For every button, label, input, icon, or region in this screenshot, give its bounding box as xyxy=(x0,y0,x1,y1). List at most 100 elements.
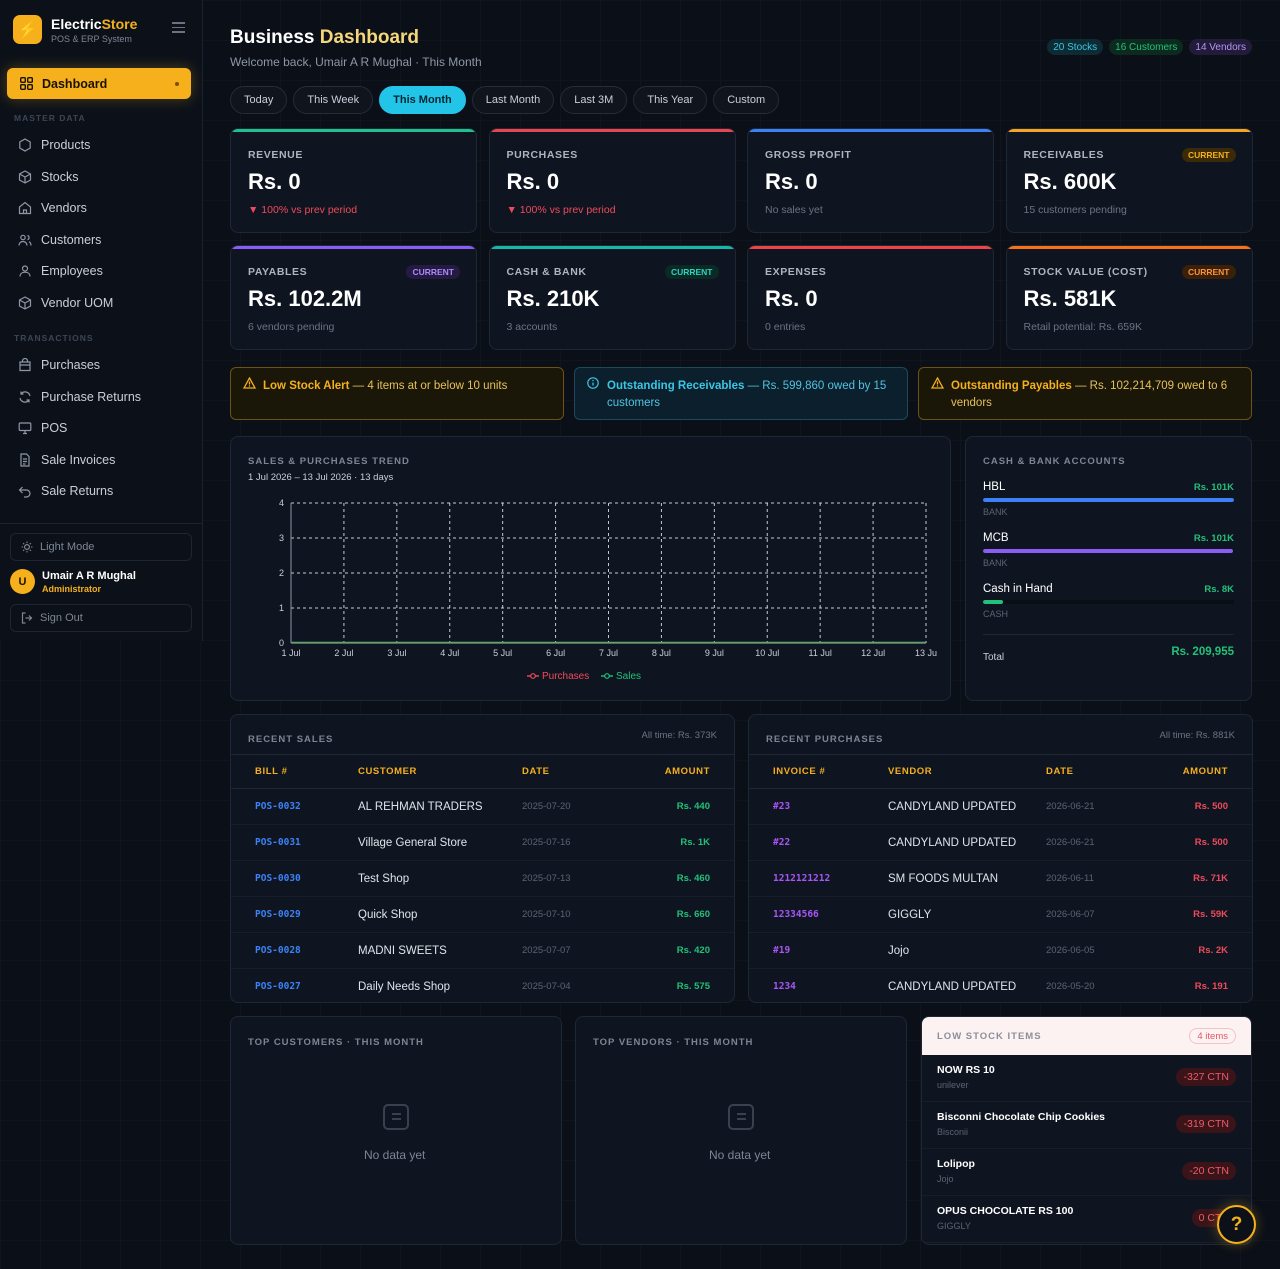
cell-invoice[interactable]: #23 xyxy=(749,788,888,825)
count-badge: 16 Customers xyxy=(1109,39,1184,55)
legend-marker-purchases xyxy=(530,673,536,679)
alert-text: — 4 items at or below 10 units xyxy=(349,380,508,392)
low-stock-header: LOW STOCK ITEMS 4 items xyxy=(922,1017,1251,1055)
receivables-alert[interactable]: Outstanding Receivables — Rs. 599,860 ow… xyxy=(574,367,908,420)
brand-name: ElectricStore xyxy=(51,15,138,32)
table-row[interactable]: POS-0029 Quick Shop 2025-07-10 Rs. 660 xyxy=(231,896,734,933)
top-vendors-title: TOP VENDORS · THIS MONTH xyxy=(593,1037,754,1048)
top-customers-panel: TOP CUSTOMERS · THIS MONTH No data yet xyxy=(230,1016,562,1245)
table-row[interactable]: POS-0031 Village General Store 2025-07-16 R… xyxy=(231,824,734,861)
cell-bill[interactable]: POS-0030 xyxy=(231,860,358,897)
stat-card-receivables[interactable]: RECEIVABLES Rs. 600K 15 customers pending C… xyxy=(1005,128,1253,233)
account-cash-in-hand[interactable]: Cash in Hand Rs. 8K CASH xyxy=(983,583,1234,619)
sidebar-item-products[interactable]: Products xyxy=(18,138,90,152)
table-row[interactable]: 12334566 GIGGLY 2026-06-07 Rs. 59K xyxy=(749,896,1252,933)
tab-this-month[interactable]: This Month xyxy=(379,86,466,114)
y-tick-label: 0 xyxy=(279,638,284,648)
stat-card-stock-value-cost[interactable]: STOCK VALUE (COST) Rs. 581K Retail potenti… xyxy=(1005,245,1253,350)
table-row[interactable]: #23 CANDYLAND UPDATED 2026-06-21 Rs. 500 xyxy=(749,788,1252,825)
tab-last-3m[interactable]: Last 3M xyxy=(560,86,628,114)
tab-custom[interactable]: Custom xyxy=(713,86,780,114)
stat-card-expenses[interactable]: EXPENSES Rs. 0 0 entries xyxy=(747,245,994,350)
table-row[interactable]: POS-0030 Test Shop 2025-07-13 Rs. 460 xyxy=(231,860,734,897)
cell-date: 2026-06-21 xyxy=(1046,824,1146,861)
card-accent-bar xyxy=(489,246,735,249)
cell-amount: Rs. 420 xyxy=(622,932,734,969)
account-amount: Rs. 8K xyxy=(1204,584,1234,595)
recent-purchases-table: INVOICE # VENDOR DATE AMOUNT #23 CANDYLAND UP… xyxy=(749,754,1252,1002)
low-stock-item[interactable]: OPUS CHOCOLATE RS 100 GIGGLY 0 CTN xyxy=(922,1196,1251,1243)
account-hbl[interactable]: HBL Rs. 101K BANK xyxy=(983,481,1234,517)
table-row[interactable]: POS-0027 Daily Needs Shop 2025-07-04 Rs. 57… xyxy=(231,968,734,1002)
stat-card-revenue[interactable]: REVENUE Rs. 0 ▼ 100% vs prev period xyxy=(230,128,477,233)
item-brand: GIGGLY xyxy=(937,1221,971,1231)
top-vendors-panel: TOP VENDORS · THIS MONTH No data yet xyxy=(575,1016,907,1245)
count-badge: 20 Stocks xyxy=(1047,39,1104,55)
cell-invoice[interactable]: 12334566 xyxy=(749,896,888,933)
sidebar-item-vendors[interactable]: Vendors xyxy=(18,201,87,215)
low-stock-panel: LOW STOCK ITEMS 4 items NOW RS 10 unileve… xyxy=(921,1016,1252,1245)
sidebar-item-purchase-returns[interactable]: Purchase Returns xyxy=(18,390,141,404)
stat-card-payables[interactable]: PAYABLES Rs. 102.2M 6 vendors pending CURRE… xyxy=(230,245,477,350)
recent-purchases-total: All time: Rs. 881K xyxy=(1159,730,1236,741)
table-row[interactable]: #19 Jojo 2026-06-05 Rs. 2K xyxy=(749,932,1252,969)
brand[interactable]: ⚡ ElectricStore POS & ERP System xyxy=(13,15,137,44)
cell-invoice[interactable]: #19 xyxy=(749,932,888,969)
tab-this-year[interactable]: This Year xyxy=(633,86,708,114)
user-profile[interactable]: U Umair A R Mughal Administrator xyxy=(10,569,136,594)
empty-message: No data yet xyxy=(364,1148,426,1162)
trend-chart: 0 1 2 3 4 1 Jul 2 Jul 3 Jul 4 Jul 5 Jul 6 Jul 7 Jul… xyxy=(279,498,937,682)
sign-out-button[interactable]: Sign Out xyxy=(10,604,192,632)
low-stock-item[interactable]: Lolipop Jojo -20 CTN xyxy=(922,1149,1251,1196)
table-row[interactable]: 1212121212 SM FOODS MULTAN 2026-06-11 Rs. 7… xyxy=(749,860,1252,897)
cell-bill[interactable]: POS-0027 xyxy=(231,968,358,1002)
sidebar-item-stocks[interactable]: Stocks xyxy=(18,170,79,184)
cell-invoice[interactable]: 1234 xyxy=(749,968,888,1002)
low-stock-item[interactable]: Bisconni Chocolate Chip Cookies Bisconii -… xyxy=(922,1102,1251,1149)
account-mcb[interactable]: MCB Rs. 101K BANK xyxy=(983,532,1234,568)
light-mode-button[interactable]: Light Mode xyxy=(10,533,192,561)
stat-card-gross-profit[interactable]: GROSS PROFIT Rs. 0 No sales yet xyxy=(747,128,994,233)
table-row[interactable]: #22 CANDYLAND UPDATED 2026-06-21 Rs. 500 xyxy=(749,824,1252,861)
count-badge: 14 Vendors xyxy=(1189,39,1252,55)
sidebar-item-customers[interactable]: Customers xyxy=(18,233,101,247)
help-button[interactable]: ? xyxy=(1217,1205,1256,1244)
document-icon xyxy=(18,453,32,467)
cell-amount: Rs. 460 xyxy=(622,860,734,897)
cell-amount: Rs. 59K xyxy=(1146,896,1252,933)
alert-title: Outstanding Payables xyxy=(951,380,1072,392)
cell-bill[interactable]: POS-0028 xyxy=(231,932,358,969)
low-stock-alert[interactable]: Low Stock Alert — 4 items at or below 10… xyxy=(230,367,564,420)
table-row[interactable]: POS-0028 MADNI SWEETS 2025-07-07 Rs. 420 xyxy=(231,932,734,969)
cell-bill[interactable]: POS-0032 xyxy=(231,788,358,825)
sidebar-item-employees[interactable]: Employees xyxy=(18,264,103,278)
sidebar-item-dashboard[interactable]: Dashboard xyxy=(7,68,191,99)
cell-invoice[interactable]: #22 xyxy=(749,824,888,861)
cell-invoice[interactable]: 1212121212 xyxy=(749,860,888,897)
sidebar-item-pos[interactable]: POS xyxy=(18,421,67,435)
menu-toggle-icon[interactable] xyxy=(172,22,185,36)
sidebar-item-sale-invoices[interactable]: Sale Invoices xyxy=(18,453,115,467)
table-row[interactable]: 1234 CANDYLAND UPDATED 2026-05-20 Rs. 191 xyxy=(749,968,1252,1002)
cell-bill[interactable]: POS-0029 xyxy=(231,896,358,933)
sidebar-item-label: Sale Returns xyxy=(41,484,114,499)
stat-card-purchases[interactable]: PURCHASES Rs. 0 ▼ 100% vs prev period xyxy=(488,128,736,233)
sign-out-label: Sign Out xyxy=(40,612,83,624)
period-tabs: Today This Week This Month Last Month Last 3… xyxy=(230,86,780,114)
recent-purchases-panel: RECENT PURCHASES All time: Rs. 881K INVO… xyxy=(748,714,1253,1003)
tab-this-week[interactable]: This Week xyxy=(293,86,374,114)
sidebar-item-vendor-uom[interactable]: Vendor UOM xyxy=(18,296,113,310)
sidebar-item-purchases[interactable]: Purchases xyxy=(18,358,100,372)
table-row[interactable]: POS-0032 AL REHMAN TRADERS 2025-07-20 Rs. 4… xyxy=(231,788,734,825)
tab-today[interactable]: Today xyxy=(230,86,288,114)
card-accent-bar xyxy=(489,129,735,132)
stat-card-cash-bank[interactable]: CASH & BANK Rs. 210K 3 accounts CURRENT xyxy=(488,245,736,350)
cell-bill[interactable]: POS-0031 xyxy=(231,824,358,861)
cell-vendor: CANDYLAND UPDATED xyxy=(888,824,1046,861)
low-stock-item[interactable]: NOW RS 10 unilever -327 CTN xyxy=(922,1055,1251,1102)
active-dot xyxy=(175,81,179,86)
tab-last-month[interactable]: Last Month xyxy=(471,86,555,114)
sidebar-item-sale-returns[interactable]: Sale Returns xyxy=(18,484,113,498)
payables-alert[interactable]: Outstanding Payables — Rs. 102,214,709 o… xyxy=(918,367,1252,420)
grid-icon xyxy=(19,77,33,91)
